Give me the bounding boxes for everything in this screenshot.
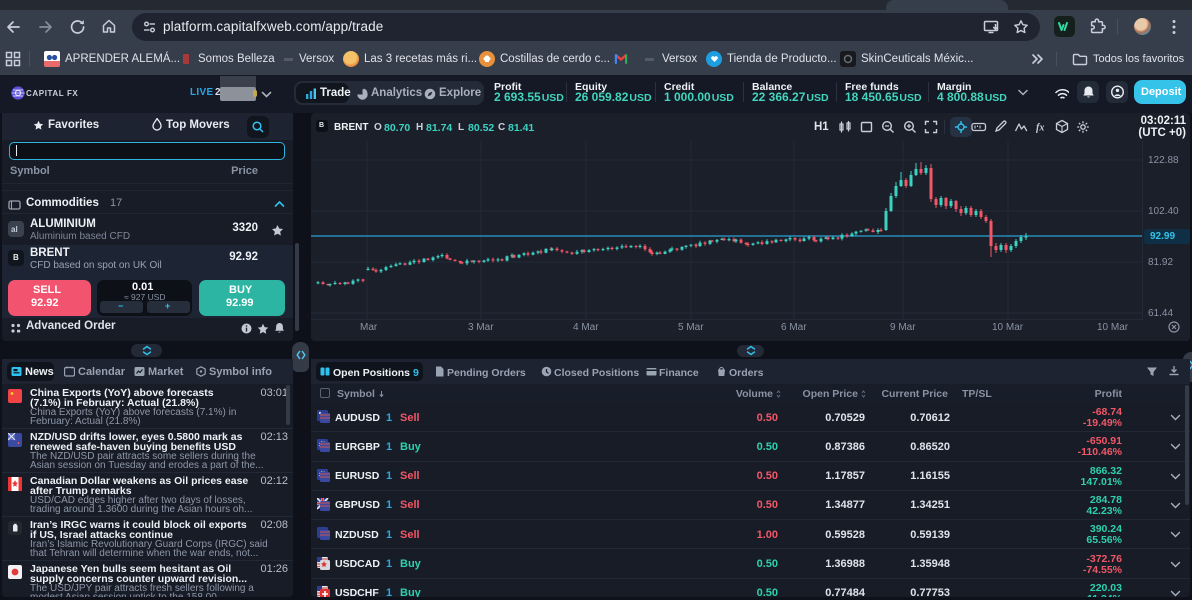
svg-text:fx: fx — [1036, 123, 1044, 134]
